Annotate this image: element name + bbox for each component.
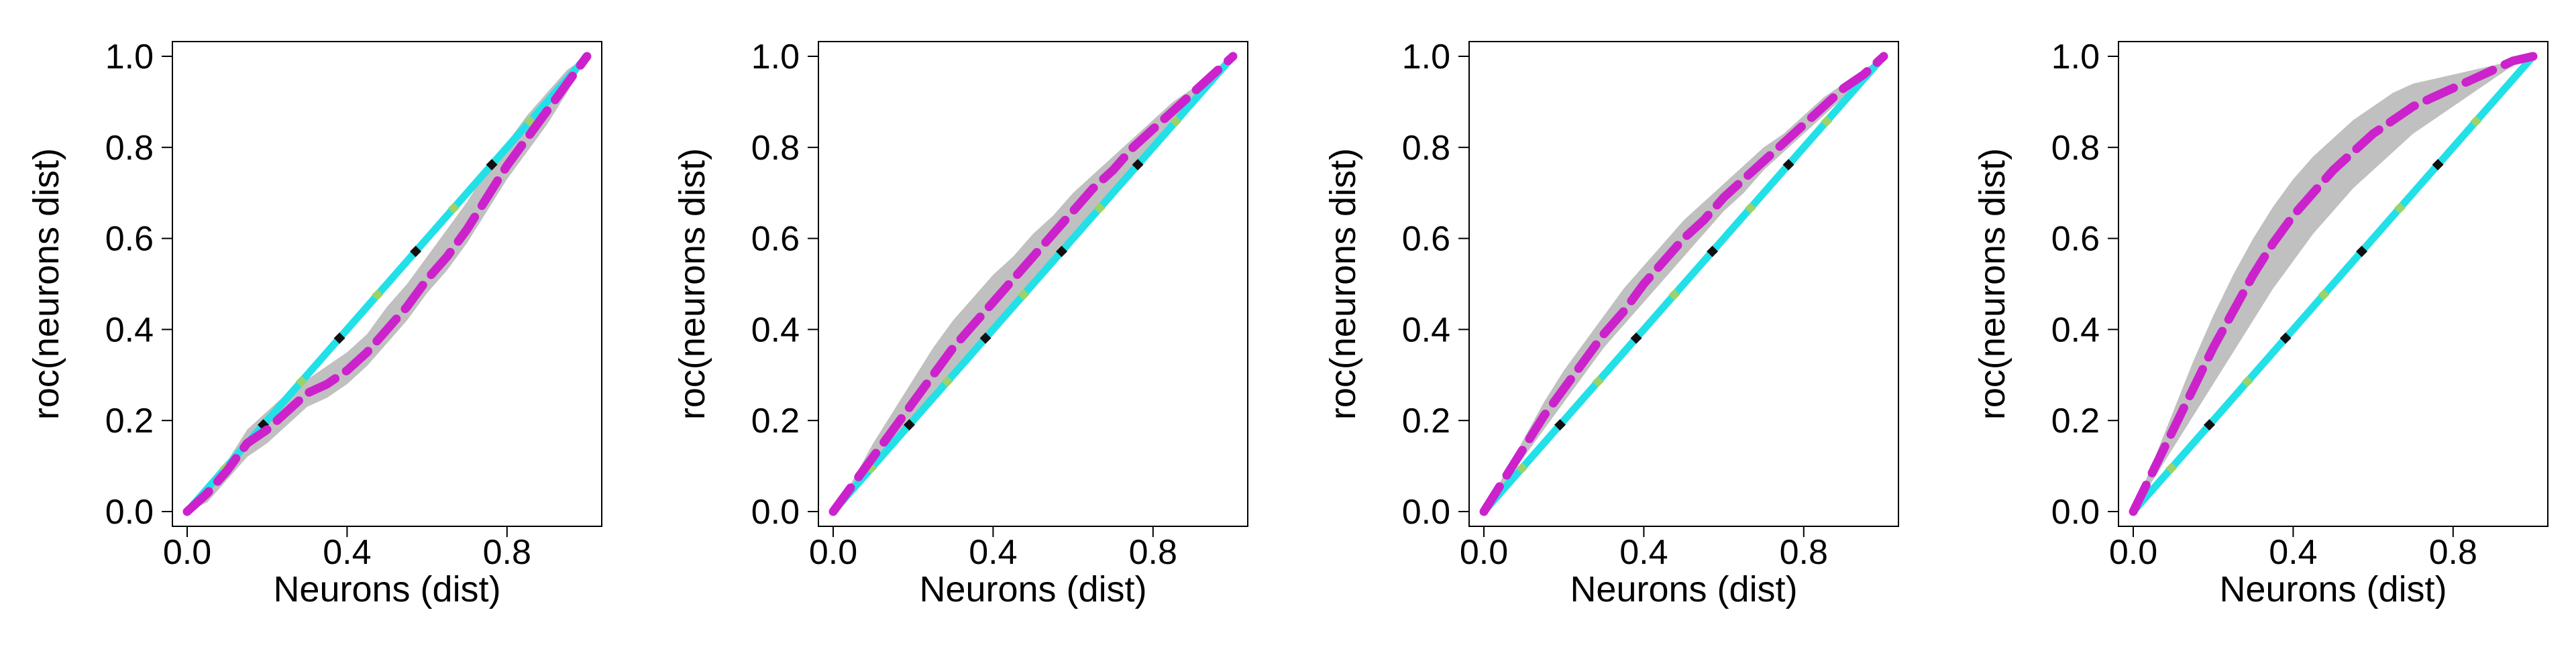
roc-mean-line [182,52,592,516]
y-tick-label: 0.8 [751,129,800,168]
diagonal-marker [1516,462,1528,474]
x-axis-label: Neurons (dist) [919,569,1146,609]
x-axis-label: Neurons (dist) [273,569,500,609]
roc-mean-line [1479,52,1888,516]
y-tick-label: 0.4 [1402,310,1450,349]
diagonal-reference-line [829,52,1237,516]
y-tick-label: 1.0 [1402,38,1450,76]
diagonal-marker [410,245,422,257]
diagonal-marker [2241,375,2253,388]
diagonal-marker [333,332,345,344]
diagonal-marker [486,159,498,171]
diagonal-marker [2204,419,2216,431]
diagonal-marker [904,419,916,431]
roc-mean-line [2129,52,2538,516]
y-tick-label: 0.2 [105,402,154,440]
y-axis-label: roc(neurons dist) [1972,148,2012,420]
x-tick-label: 0.8 [1129,533,1177,572]
x-tick-label: 0.0 [809,533,857,572]
y-tick-label: 0.8 [105,129,154,168]
x-tick-label: 0.8 [483,533,531,572]
y-tick-label: 0.6 [105,220,154,259]
y-tick-label: 0.8 [2051,129,2100,168]
roc-mean-line [828,52,1238,516]
y-tick-label: 0.0 [751,493,800,532]
plot-frame [172,41,602,527]
x-tick-label: 0.8 [2429,533,2477,572]
y-tick-label: 0.0 [105,493,154,532]
x-tick-label: 0.0 [2109,533,2157,572]
y-tick-label: 0.6 [1402,220,1450,259]
diagonal-reference-line [1480,52,1888,516]
y-tick-label: 0.4 [751,310,800,349]
y-axis-label: roc(neurons dist) [1323,148,1363,420]
diagonal-marker [1592,375,1604,388]
y-tick-label: 1.0 [105,38,154,76]
diagonal-marker [372,289,384,301]
y-tick-label: 0.2 [1402,402,1450,440]
y-tick-label: 0.0 [2051,493,2100,532]
plot-frame [1468,41,1899,527]
plot-frame [818,41,1248,527]
diagonal-marker [2165,462,2178,474]
diagonal-marker [1554,419,1566,431]
diagonal-reference-line [2129,52,2537,516]
x-axis-label: Neurons (dist) [1570,569,1797,609]
x-tick-label: 0.0 [1460,533,1508,572]
y-tick-label: 0.2 [751,402,800,440]
y-tick-label: 0.4 [105,310,154,349]
x-tick-label: 0.4 [1619,533,1668,572]
y-tick-label: 0.2 [2051,402,2100,440]
roc-confidence-band [2133,56,2533,512]
y-tick-label: 1.0 [751,38,800,76]
y-tick-label: 1.0 [2051,38,2100,76]
x-tick-label: 0.0 [163,533,211,572]
x-tick-label: 0.8 [1780,533,1828,572]
y-tick-label: 0.0 [1402,493,1450,532]
y-tick-label: 0.8 [1402,129,1450,168]
diagonal-marker [447,202,460,214]
y-tick-label: 0.4 [2051,310,2100,349]
y-axis-label: roc(neurons dist) [26,148,66,420]
x-tick-label: 0.4 [969,533,1017,572]
diagonal-marker [941,375,953,388]
y-axis-label: roc(neurons dist) [672,148,712,420]
x-tick-label: 0.4 [2269,533,2317,572]
plot-frame [2118,41,2548,527]
y-tick-label: 0.6 [751,220,800,259]
y-tick-label: 0.6 [2051,220,2100,259]
diagonal-marker [295,375,307,388]
x-axis-label: Neurons (dist) [2219,569,2447,609]
x-tick-label: 0.4 [323,533,371,572]
